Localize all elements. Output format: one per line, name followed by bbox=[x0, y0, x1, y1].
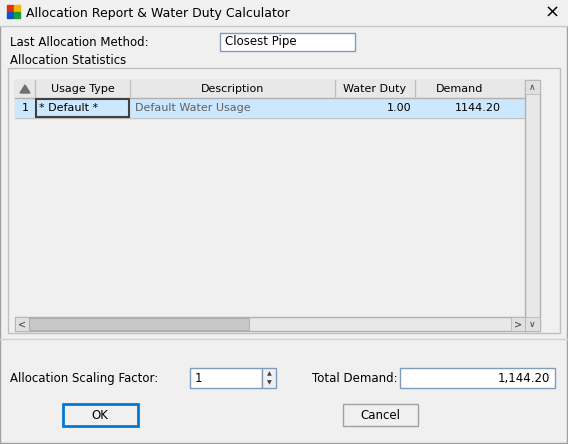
FancyBboxPatch shape bbox=[15, 317, 525, 331]
Text: Allocation Report & Water Duty Calculator: Allocation Report & Water Duty Calculato… bbox=[26, 7, 290, 20]
Bar bbox=[15, 80, 525, 98]
Text: ▲: ▲ bbox=[266, 371, 272, 376]
Text: Allocation Statistics: Allocation Statistics bbox=[10, 53, 126, 67]
Text: ∨: ∨ bbox=[529, 320, 536, 329]
Text: Default Water Usage: Default Water Usage bbox=[135, 103, 250, 113]
Text: ×: × bbox=[545, 4, 559, 22]
Text: * Default *: * Default * bbox=[39, 103, 98, 113]
FancyBboxPatch shape bbox=[190, 368, 262, 388]
Text: Allocation Scaling Factor:: Allocation Scaling Factor: bbox=[10, 372, 158, 385]
Bar bbox=[14, 5, 20, 11]
FancyBboxPatch shape bbox=[36, 99, 129, 117]
Text: <: < bbox=[18, 319, 26, 329]
Text: 1: 1 bbox=[195, 372, 203, 385]
Text: Total Demand:: Total Demand: bbox=[312, 372, 398, 385]
Bar bbox=[0, 0, 568, 26]
Text: Demand: Demand bbox=[436, 84, 484, 94]
FancyBboxPatch shape bbox=[62, 404, 137, 426]
Bar bbox=[7, 5, 13, 11]
Text: Cancel: Cancel bbox=[360, 408, 400, 421]
Text: 1: 1 bbox=[22, 103, 28, 113]
FancyBboxPatch shape bbox=[29, 318, 249, 330]
Text: ∧: ∧ bbox=[529, 83, 536, 91]
FancyBboxPatch shape bbox=[220, 33, 355, 51]
FancyBboxPatch shape bbox=[525, 80, 540, 94]
Text: >: > bbox=[514, 319, 522, 329]
Text: Usage Type: Usage Type bbox=[51, 84, 114, 94]
FancyBboxPatch shape bbox=[343, 404, 417, 426]
FancyBboxPatch shape bbox=[262, 368, 276, 388]
Bar bbox=[15, 98, 525, 118]
Text: 1.00: 1.00 bbox=[386, 103, 411, 113]
FancyBboxPatch shape bbox=[8, 68, 560, 333]
FancyBboxPatch shape bbox=[525, 317, 540, 331]
Bar bbox=[14, 12, 20, 18]
Text: ▼: ▼ bbox=[266, 380, 272, 385]
Text: Closest Pipe: Closest Pipe bbox=[225, 36, 296, 48]
FancyBboxPatch shape bbox=[525, 80, 540, 331]
FancyBboxPatch shape bbox=[15, 80, 525, 118]
Text: Water Duty: Water Duty bbox=[344, 84, 407, 94]
Polygon shape bbox=[20, 85, 30, 93]
Text: OK: OK bbox=[91, 408, 108, 421]
FancyBboxPatch shape bbox=[511, 317, 525, 331]
Text: 1,144.20: 1,144.20 bbox=[498, 372, 550, 385]
Text: Description: Description bbox=[201, 84, 264, 94]
FancyBboxPatch shape bbox=[400, 368, 555, 388]
Text: Last Allocation Method:: Last Allocation Method: bbox=[10, 36, 149, 48]
Bar bbox=[7, 12, 13, 18]
Text: 1144.20: 1144.20 bbox=[455, 103, 501, 113]
FancyBboxPatch shape bbox=[15, 317, 29, 331]
